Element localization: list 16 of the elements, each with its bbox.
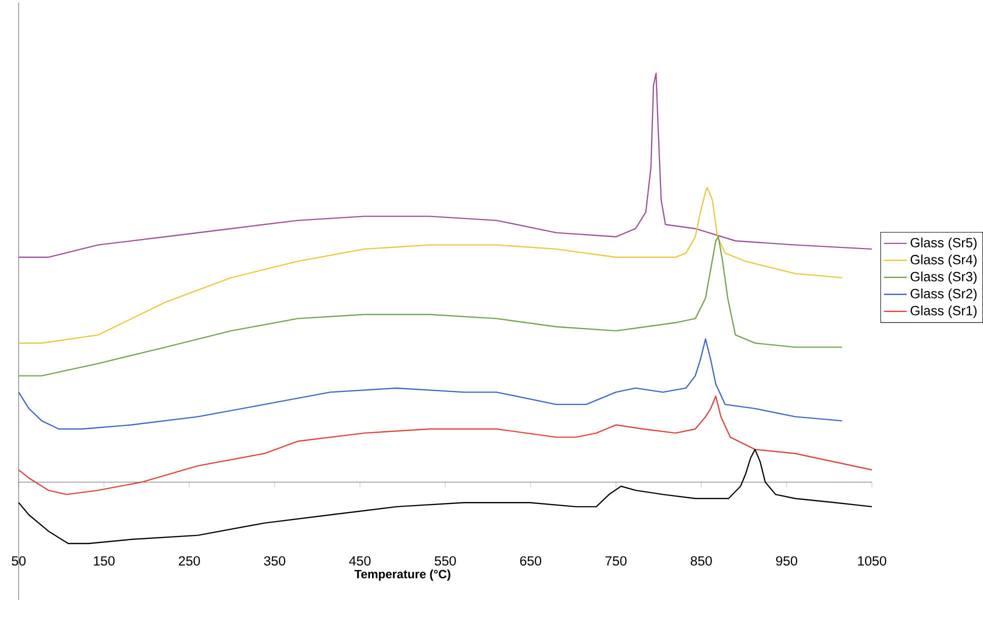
x-tick-label: 750: [606, 556, 627, 566]
x-tick-label: 550: [434, 556, 456, 566]
x-tick-label: 450: [349, 556, 371, 566]
x-tick-label: 1050: [858, 556, 886, 566]
legend-label: Glass (Sr2): [910, 288, 977, 302]
x-tick-label: 350: [264, 556, 286, 566]
x-tick-label: 950: [776, 556, 798, 566]
x-tick-label: 650: [520, 556, 542, 566]
x-axis-title: Temperature (°C): [354, 570, 450, 581]
x-tick-label: 250: [178, 556, 200, 566]
x-tick-label: 850: [690, 556, 712, 566]
legend-label: Glass (Sr4): [910, 254, 977, 268]
legend-label: Glass (Sr5): [910, 238, 977, 250]
legend-label: Glass (Sr1): [910, 306, 977, 318]
legend-label: Glass (Sr3): [910, 272, 977, 284]
x-tick-label: 150: [94, 556, 115, 566]
